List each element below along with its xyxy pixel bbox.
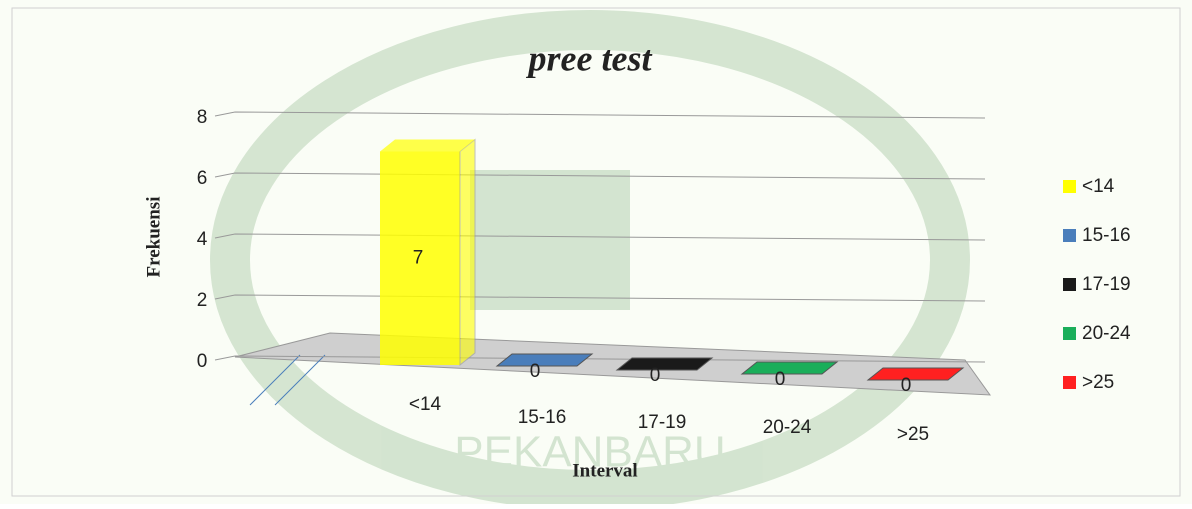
y-axis-label: Frekuensi <box>143 197 164 278</box>
data-label: 0 <box>775 369 786 390</box>
data-label: 0 <box>650 365 661 386</box>
legend-label: 20-24 <box>1082 323 1131 344</box>
bar <box>866 367 965 381</box>
grid-line <box>214 233 986 241</box>
legend-label: >25 <box>1082 372 1114 393</box>
legend-swatch <box>1063 180 1076 193</box>
y-tick-label: 6 <box>197 168 208 189</box>
x-tick-label: <14 <box>409 394 442 415</box>
legend-label: <14 <box>1082 176 1115 197</box>
x-tick-label: 15-16 <box>518 407 567 428</box>
bar <box>495 353 594 367</box>
bar-face <box>740 361 839 375</box>
x-axis-label: Interval <box>572 460 637 481</box>
chart-title: pree test <box>526 38 653 78</box>
grid-line <box>214 294 986 302</box>
x-tick-label: >25 <box>897 424 929 445</box>
legend-label: 17-19 <box>1082 274 1131 295</box>
x-tick-label: 17-19 <box>638 412 687 433</box>
y-tick-label: 8 <box>197 107 208 128</box>
bar-face <box>459 138 476 367</box>
bar-face <box>495 353 594 367</box>
x-tick-label: 20-24 <box>763 417 812 438</box>
bar-face <box>380 139 475 152</box>
decoration <box>274 354 326 406</box>
legend-swatch <box>1063 327 1076 340</box>
bar-face <box>380 151 460 365</box>
data-label: 0 <box>901 375 912 396</box>
y-tick-label: 4 <box>197 229 208 250</box>
grid-line <box>214 355 986 363</box>
legend-label: 15-16 <box>1082 225 1131 246</box>
bar <box>380 138 476 367</box>
bar-face <box>615 357 714 371</box>
grid-line <box>214 172 986 180</box>
grid-line <box>214 111 986 119</box>
bar <box>740 361 839 375</box>
watermark: PEKANBARU <box>210 10 970 509</box>
bar <box>615 357 714 371</box>
data-label: 0 <box>530 361 541 382</box>
chart-border <box>11 7 1181 497</box>
legend-swatch <box>1063 376 1076 389</box>
svg-text:PEKANBARU: PEKANBARU <box>454 428 725 477</box>
data-label: 7 <box>413 247 424 268</box>
decoration <box>249 354 301 406</box>
y-tick-label: 2 <box>197 290 208 311</box>
legend-swatch <box>1063 229 1076 242</box>
legend-swatch <box>1063 278 1076 291</box>
bar-face <box>866 367 965 381</box>
y-tick-label: 0 <box>197 351 208 372</box>
